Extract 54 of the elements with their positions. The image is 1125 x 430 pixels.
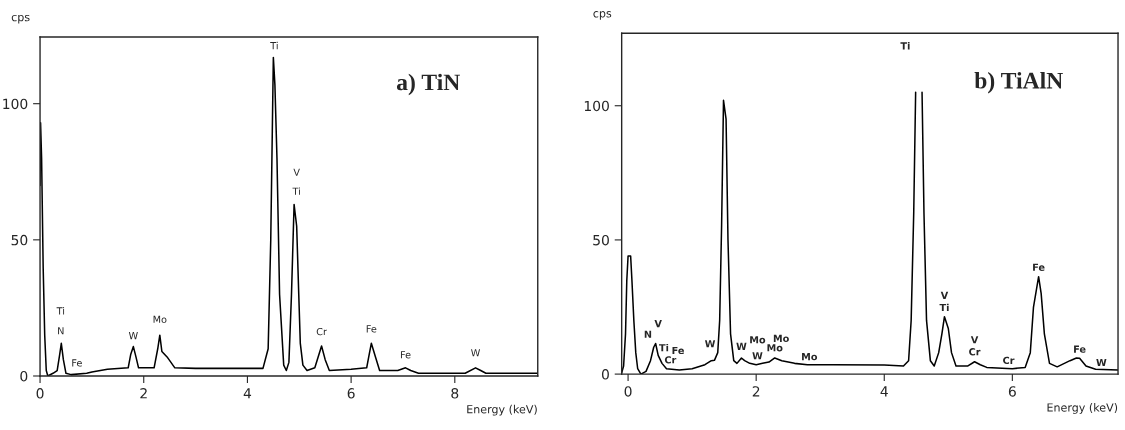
annotation: Mo — [153, 315, 167, 323]
x-axis-title: Energy (keV) — [467, 404, 537, 416]
annotation: W — [752, 352, 763, 360]
annotation: Fe — [1033, 263, 1045, 271]
annotation: Fe — [72, 359, 82, 367]
annotation: V — [940, 291, 949, 299]
annotation: V — [293, 168, 300, 176]
annotation: Ti — [939, 303, 949, 312]
annotation: Mo — [773, 334, 789, 343]
annotation: Ti — [56, 307, 65, 315]
annotation: Ti — [900, 42, 910, 50]
y-tick-label: 100 — [3, 98, 28, 110]
y-tick-label: 50 — [11, 234, 28, 246]
y-tick-label: 100 — [584, 100, 609, 112]
annotation: W — [128, 332, 138, 340]
annotation: Fe — [366, 325, 377, 333]
annotation: Ti — [659, 343, 669, 352]
annotation: N — [58, 327, 64, 335]
x-tick-label: 0 — [36, 388, 44, 399]
annotation: W — [736, 342, 747, 350]
annotation: Ti — [270, 41, 278, 50]
annotation: Mo — [767, 344, 783, 352]
x-tick-label: 6 — [1008, 386, 1016, 397]
annotation: Fe — [1074, 345, 1086, 353]
y-tick-label: 50 — [593, 234, 609, 246]
text: b) TiAlN — [974, 71, 1063, 94]
x-axis-title: Energy (keV) — [1047, 403, 1118, 414]
x-tick-label: 8 — [451, 388, 459, 399]
x-tick-label: 6 — [347, 388, 355, 399]
annotation: Fe — [400, 351, 411, 359]
annotation: W — [704, 340, 716, 348]
x-tick-label: 4 — [880, 386, 888, 397]
text: a) TiN — [396, 73, 460, 96]
annotation: Cr — [664, 356, 677, 364]
annotation: W — [1096, 358, 1107, 367]
annotation: Ti — [292, 187, 300, 195]
annotation: Cr — [969, 348, 981, 356]
y-tick-label: 0 — [601, 369, 609, 380]
annotation: W — [471, 349, 481, 357]
annotation: Mo — [802, 353, 818, 361]
annotation: N — [644, 330, 652, 338]
annotation: Cr — [316, 327, 327, 336]
annotation: V — [654, 320, 662, 328]
annotation: Mo — [750, 336, 766, 344]
x-tick-label: 2 — [752, 386, 760, 397]
x-tick-label: 4 — [243, 388, 252, 399]
y-axis-title: cps — [11, 14, 30, 24]
annotation: Cr — [1003, 356, 1015, 365]
annotation: V — [970, 336, 979, 344]
y-tick-label: 0 — [20, 370, 28, 382]
x-tick-label: 0 — [624, 386, 632, 397]
y-axis-title: cps — [593, 11, 612, 20]
annotation: Fe — [672, 346, 684, 355]
x-tick-label: 2 — [140, 388, 147, 399]
